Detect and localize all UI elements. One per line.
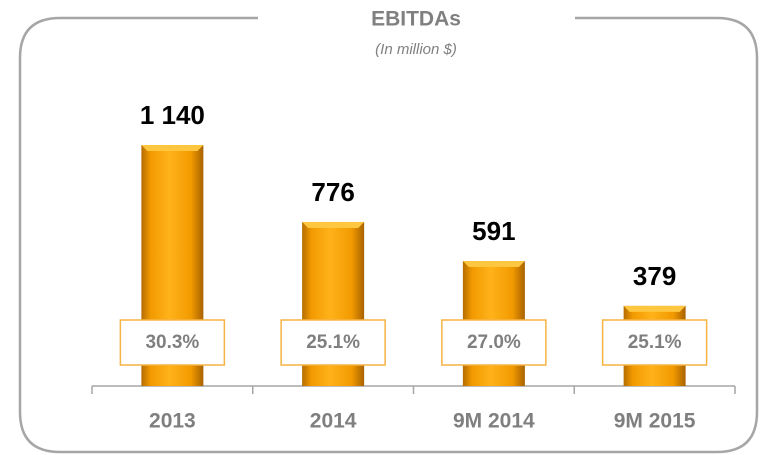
x-tick-label: 9M 2015 [614,410,696,433]
value-label: 591 [472,216,515,246]
annotation-box [601,319,708,366]
annotation-box [441,319,547,366]
annotation: 25.1% [306,332,360,353]
x-tick-label: 2014 [310,410,357,433]
bar-bevel [141,145,204,151]
annotation: 25.1% [628,332,682,353]
value-label: 776 [311,177,354,207]
bar-bevel [462,261,525,268]
annotation: 27.0% [467,332,521,353]
chart-title: EBITDAs [371,8,461,31]
value-label: 1 140 [140,100,205,130]
frame [18,16,759,454]
bar-bevel [302,221,365,228]
x-tick-label: 2013 [149,410,196,433]
chart-subtitle: (In million $) [375,41,457,58]
annotation-box [119,319,226,366]
annotation-box [280,319,386,366]
annotation: 30.3% [145,332,199,353]
bar-bevel [623,305,686,312]
value-label: 379 [633,261,676,291]
x-tick-label: 9M 2014 [453,410,535,433]
